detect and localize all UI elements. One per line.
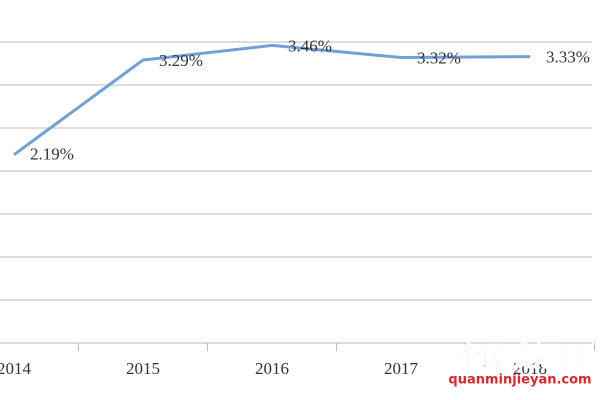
data-label: 2.19% xyxy=(30,145,74,164)
watermark-url: quanminjieyan.com xyxy=(448,373,591,388)
x-tick-label: 2017 xyxy=(384,359,419,378)
data-label: 3.46% xyxy=(288,36,332,55)
x-tick-label: 2014 xyxy=(0,359,32,378)
x-tick-label: 2018 xyxy=(513,359,547,378)
x-tick-label: 2015 xyxy=(126,359,160,378)
data-label: 3.32% xyxy=(417,48,461,67)
watermark-title: 全民戒烟网 xyxy=(454,342,585,373)
data-label: 3.29% xyxy=(159,51,203,70)
x-tick-label: 2016 xyxy=(255,359,289,378)
data-label: 3.33% xyxy=(546,48,590,67)
data-line xyxy=(13,43,531,156)
